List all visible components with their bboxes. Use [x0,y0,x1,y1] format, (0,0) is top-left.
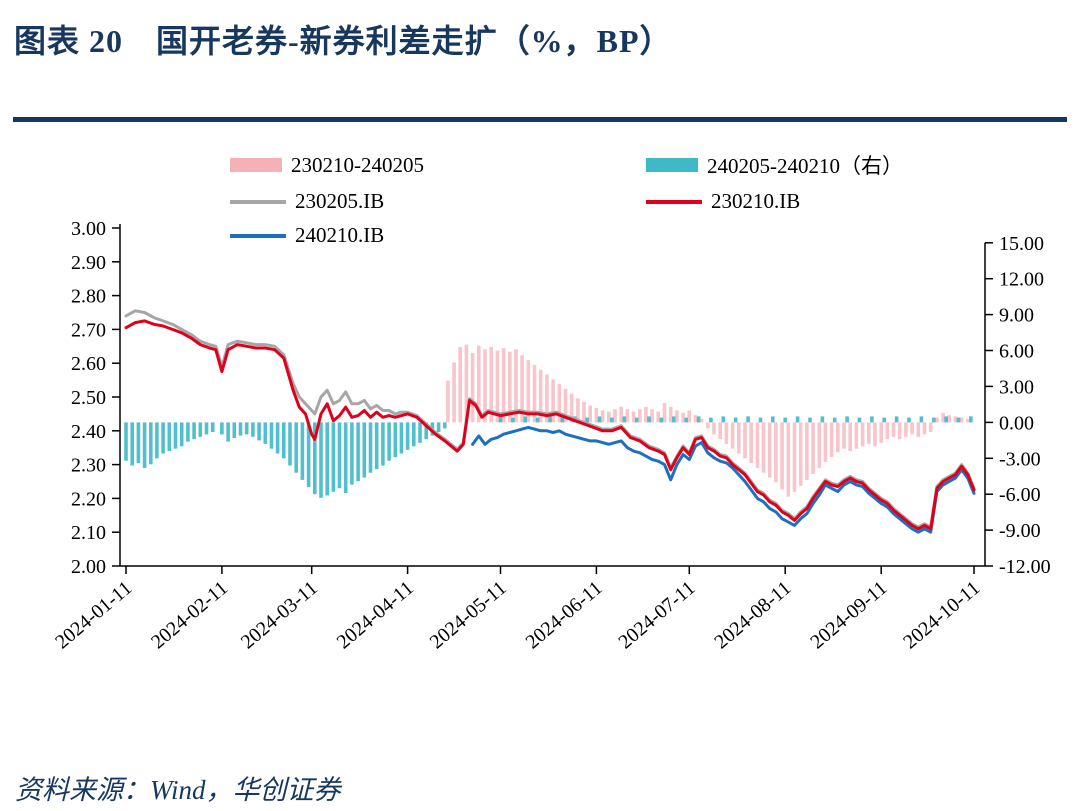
legend-item-pink-bar: 230210-240205 [230,150,646,180]
cyan-bar-swatch [646,158,698,172]
svg-text:2024-01-11: 2024-01-11 [51,577,136,653]
red-line-swatch [646,199,702,204]
svg-text:2.80: 2.80 [71,286,106,308]
svg-text:2024-10-11: 2024-10-11 [899,577,984,653]
chart-legend: 230210-240205 240205-240210（右） 230205.IB… [230,150,903,248]
legend-item-blue-line: 240210.IB [230,223,646,248]
svg-text:-12.00: -12.00 [999,556,1051,578]
svg-text:2024-08-11: 2024-08-11 [710,577,795,653]
data-source-note: 资料来源：Wind，华创证券 [15,775,341,805]
svg-text:6.00: 6.00 [999,341,1034,363]
blue-line-swatch [230,233,286,238]
legend-item-gray-line: 230205.IB [230,189,646,214]
figure-title: 图表 20 国开老券-新券利差走扩（%，BP） [14,23,673,59]
svg-text:2024-09-11: 2024-09-11 [806,577,891,653]
svg-text:2.20: 2.20 [71,488,106,510]
svg-text:2024-02-11: 2024-02-11 [147,577,232,653]
svg-text:0.00: 0.00 [999,412,1034,434]
svg-text:2024-07-11: 2024-07-11 [614,577,699,653]
svg-text:2024-04-11: 2024-04-11 [333,577,418,653]
svg-text:12.00: 12.00 [999,269,1044,291]
svg-text:3.00: 3.00 [999,376,1034,398]
svg-text:9.00: 9.00 [999,305,1034,327]
svg-text:2.50: 2.50 [71,387,106,409]
legend-label: 240205-240210（右） [707,154,903,178]
svg-text:2024-05-11: 2024-05-11 [426,577,511,653]
legend-label: 230205.IB [295,189,385,213]
gray-line-swatch [230,199,286,204]
svg-text:2.90: 2.90 [71,252,106,274]
legend-label: 240210.IB [295,223,385,247]
pink-bar-swatch [230,158,282,172]
svg-text:-9.00: -9.00 [999,520,1041,542]
legend-item-cyan-bar: 240205-240210（右） [646,150,903,180]
svg-text:2024-03-11: 2024-03-11 [237,577,322,653]
svg-text:-6.00: -6.00 [999,484,1041,506]
title-divider-rule [13,117,1067,122]
svg-text:2.10: 2.10 [71,522,106,544]
svg-text:2.60: 2.60 [71,353,106,375]
svg-text:3.00: 3.00 [71,218,106,240]
svg-text:-3.00: -3.00 [999,448,1041,470]
svg-text:2.70: 2.70 [71,319,106,341]
spread-chart: 3.00 2.90 2.80 2.70 2.60 2.50 2.40 2.30 2.20 2.10… [51,218,1051,653]
svg-text:2.00: 2.00 [71,556,106,578]
svg-text:2.40: 2.40 [71,421,106,443]
svg-text:2.30: 2.30 [71,455,106,477]
svg-text:2024-06-11: 2024-06-11 [522,577,607,653]
legend-item-red-line: 230210.IB [646,189,903,214]
legend-label: 230210.IB [711,189,801,213]
legend-label: 230210-240205 [291,152,424,177]
svg-text:15.00: 15.00 [999,233,1044,255]
